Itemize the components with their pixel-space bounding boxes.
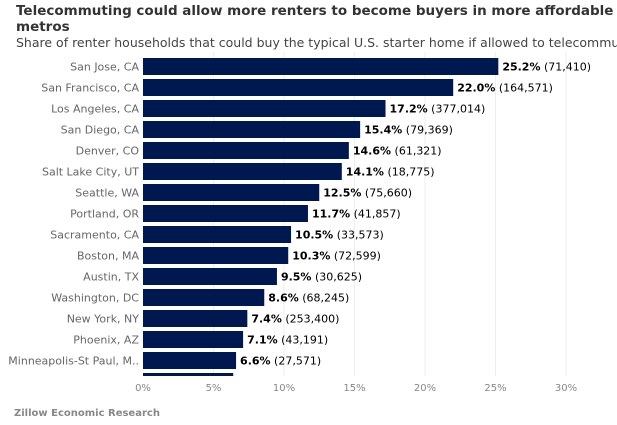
category-label: Phoenix, AZ — [73, 334, 139, 347]
data-label-percent: 10.5% — [295, 229, 333, 242]
x-tick-label: 5% — [206, 383, 222, 394]
data-label-percent: 9.5% — [281, 271, 312, 284]
category-label: Boston, MA — [77, 250, 140, 263]
data-label-count: (43,191) — [278, 334, 329, 347]
category-label: Portland, OR — [70, 208, 139, 221]
data-label: 10.3% (72,599) — [292, 250, 381, 263]
x-tick-label: 20% — [414, 383, 436, 394]
data-label-percent: 7.4% — [251, 313, 282, 326]
data-label-percent: 22.0% — [457, 82, 495, 95]
category-label: San Francisco, CA — [41, 82, 139, 95]
x-tick-label: 15% — [343, 383, 365, 394]
x-tick-label: 0% — [135, 383, 151, 394]
bar — [143, 289, 265, 306]
category-label: Austin, TX — [83, 271, 139, 284]
data-label-percent: 8.6% — [268, 292, 299, 305]
data-label: 22.0% (164,571) — [457, 82, 553, 95]
data-label-percent: 7.1% — [247, 334, 278, 347]
data-label-count: (79,369) — [402, 124, 453, 137]
data-label-percent: 10.3% — [292, 250, 330, 263]
bar — [143, 352, 237, 369]
category-label: Sacramento, CA — [50, 229, 139, 242]
data-label-count: (30,625) — [311, 271, 362, 284]
bar — [143, 79, 454, 96]
source-credit: Zillow Economic Research — [14, 408, 160, 419]
data-label: 17.2% (377,014) — [390, 103, 486, 116]
bar — [143, 373, 234, 376]
data-label-count: (377,014) — [428, 103, 486, 116]
data-label-count: (41,857) — [350, 208, 401, 221]
bar — [143, 184, 320, 201]
data-label-percent: 15.4% — [364, 124, 402, 137]
data-label: 11.7% (41,857) — [312, 208, 401, 221]
bar — [143, 310, 248, 327]
data-label-count: (18,775) — [384, 166, 435, 179]
data-label-count: (33,573) — [333, 229, 384, 242]
x-tick-label: 30% — [555, 383, 577, 394]
bar — [143, 163, 342, 180]
bar — [143, 268, 277, 285]
data-label: 7.1% (43,191) — [247, 334, 328, 347]
x-tick-label: 10% — [273, 383, 295, 394]
data-label-count: (72,599) — [330, 250, 381, 263]
data-label-percent: 14.1% — [346, 166, 384, 179]
data-label-count: (27,571) — [271, 355, 322, 368]
data-label: 7.4% (253,400) — [251, 313, 339, 326]
data-label-percent: 6.6% — [240, 355, 271, 368]
data-label-percent: 14.6% — [353, 145, 391, 158]
data-label: 6.6% (27,571) — [240, 355, 321, 368]
data-label: 14.1% (18,775) — [346, 166, 435, 179]
data-label: 14.6% (61,321) — [353, 145, 442, 158]
data-label: 12.5% (75,660) — [323, 187, 412, 200]
data-label: 10.5% (33,573) — [295, 229, 384, 242]
category-label: Los Angeles, CA — [51, 103, 139, 116]
data-label-count: (253,400) — [282, 313, 340, 326]
data-label-percent: 12.5% — [323, 187, 361, 200]
bar — [143, 142, 349, 159]
x-tick-label: 25% — [484, 383, 506, 394]
data-label: 15.4% (79,369) — [364, 124, 453, 137]
category-label: Denver, CO — [76, 145, 140, 158]
chart-title: Telecommuting could allow more renters t… — [16, 3, 614, 35]
bar — [143, 58, 499, 75]
category-label: Salt Lake City, UT — [42, 166, 139, 179]
bars-group: San Jose, CA 25.2% (71,410) San Francisco,… — [8, 58, 591, 389]
data-label-percent: 11.7% — [312, 208, 350, 221]
chart-subtitle: Share of renter households that could bu… — [16, 35, 617, 50]
category-label: New York, NY — [67, 313, 140, 326]
data-label-count: (68,245) — [299, 292, 350, 305]
bar — [143, 121, 361, 138]
category-label: Washington, DC — [51, 292, 139, 305]
data-label: 25.2% (71,410) — [502, 61, 591, 74]
category-label: Seattle, WA — [75, 187, 139, 200]
bar — [143, 100, 386, 117]
data-label: 8.6% (68,245) — [268, 292, 349, 305]
data-label-count: (164,571) — [495, 82, 553, 95]
category-label: San Jose, CA — [70, 61, 139, 74]
bar — [143, 226, 292, 243]
data-label-percent: 17.2% — [390, 103, 428, 116]
category-label: Riverside, CA — [66, 376, 140, 389]
category-label: Minneapolis-St Paul, M.. — [8, 355, 139, 368]
bar — [143, 205, 308, 222]
bar — [143, 331, 244, 348]
data-label-percent: 25.2% — [502, 61, 540, 74]
data-label-count: (75,660) — [361, 187, 412, 200]
data-label-count: (61,321) — [391, 145, 442, 158]
category-label: San Diego, CA — [61, 124, 140, 137]
data-label-count: (71,410) — [540, 61, 591, 74]
bar — [143, 247, 289, 264]
data-label: 9.5% (30,625) — [281, 271, 362, 284]
